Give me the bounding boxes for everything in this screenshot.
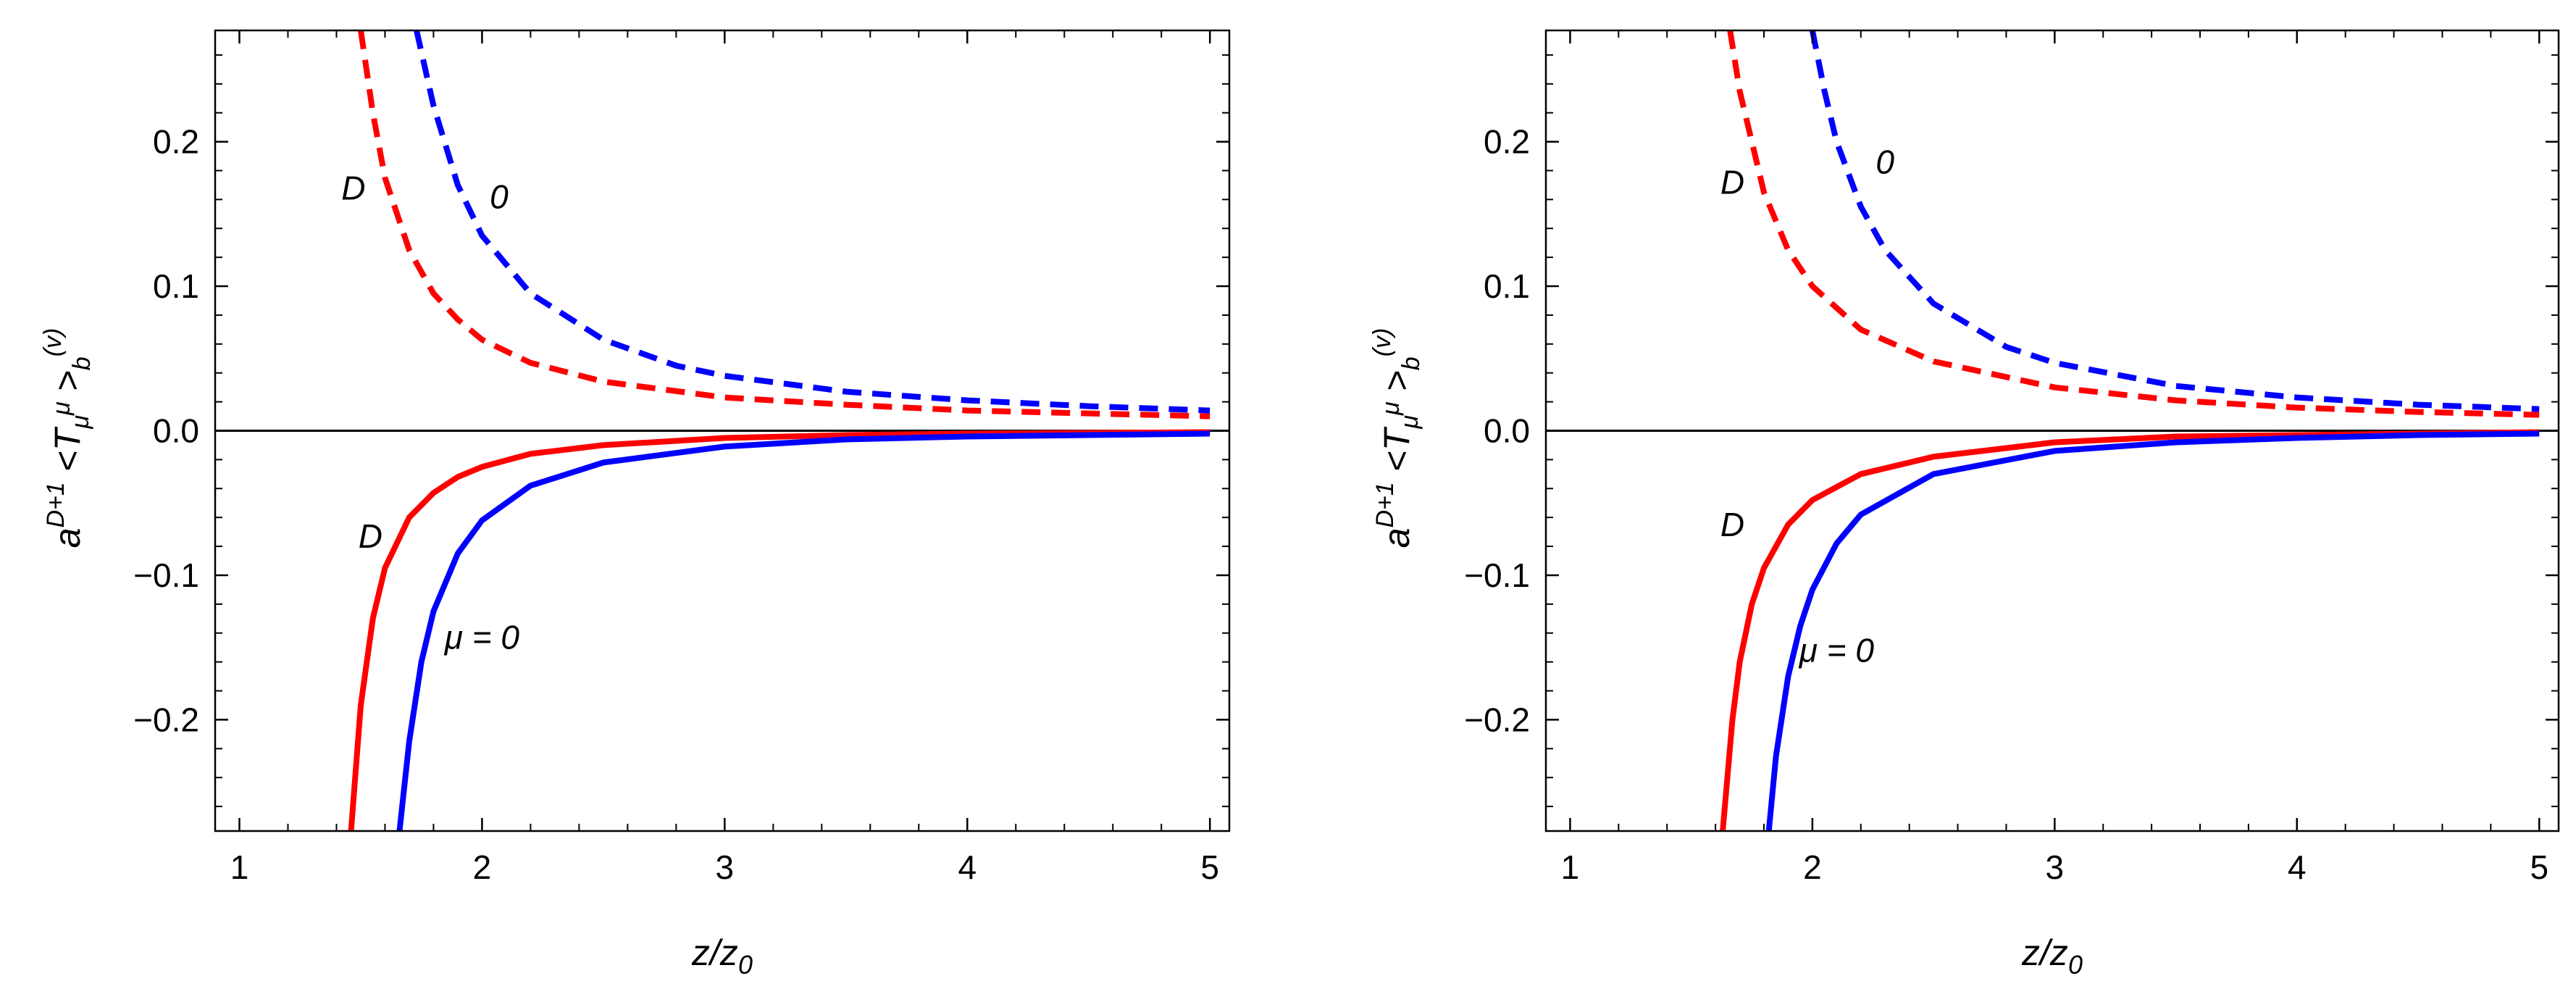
curve-annotation: μ = 0 <box>444 619 520 656</box>
x-tick-label: 4 <box>958 848 977 886</box>
y-tick-label: 0.1 <box>153 267 199 305</box>
x-axis-title: z/z0 <box>2021 932 2083 980</box>
blue-dashed-curve <box>1809 30 2540 412</box>
y-tick-label: 0.2 <box>153 123 199 161</box>
curve-annotation: D <box>359 517 382 555</box>
red-solid-curve <box>1720 429 2540 831</box>
y-tick-label: 0.0 <box>1484 412 1530 450</box>
blue-dashed-curve <box>414 30 1210 414</box>
x-tick-label: 5 <box>1200 848 1219 886</box>
x-tick-label: 3 <box>2046 848 2065 886</box>
y-axis-title: aD+1 <Tμμ >b(v) <box>1368 328 1425 548</box>
blue-solid-curve <box>396 430 1210 831</box>
x-tick-label: 1 <box>230 848 249 886</box>
curve-annotation: D <box>1720 163 1744 201</box>
y-tick-label: −0.2 <box>1464 701 1530 738</box>
y-tick-label: 0.1 <box>1484 267 1530 305</box>
y-tick-label: −0.1 <box>133 556 199 594</box>
curve-annotation: D <box>1720 506 1744 543</box>
y-tick-label: −0.1 <box>1464 556 1530 594</box>
y-tick-label: −0.2 <box>133 701 199 738</box>
red-solid-curve <box>348 429 1210 831</box>
red-dashed-curve <box>358 30 1210 419</box>
y-axis-title: aD+1 <Tμμ >b(v) <box>39 328 96 548</box>
x-tick-label: 3 <box>716 848 735 886</box>
x-axis-title: z/z0 <box>691 932 753 980</box>
curve-annotation: 0 <box>1875 143 1894 181</box>
red-dashed-curve <box>1727 30 2540 418</box>
blue-solid-curve <box>1765 430 2540 831</box>
x-tick-label: 2 <box>473 848 492 886</box>
x-tick-label: 2 <box>1803 848 1822 886</box>
y-tick-label: 0.0 <box>153 412 199 450</box>
curve-annotation: D <box>341 169 365 206</box>
x-tick-label: 5 <box>2530 848 2548 886</box>
y-tick-label: 0.2 <box>1484 123 1530 161</box>
curve-annotation: μ = 0 <box>1799 632 1875 669</box>
chart-panel-1: 1 2 3 4 5 −0.2 −0.1 0.0 0.1 0.2 D 0 Dμ = 0 z/z0 aD+1 <… <box>39 29 1231 980</box>
x-tick-label: 1 <box>1561 848 1580 886</box>
chart-panel-2: 1 2 3 4 5 −0.2 −0.1 0.0 0.1 0.2 D 0 Dμ = 0 z/z0 aD+1 <… <box>1368 29 2560 980</box>
x-tick-label: 4 <box>2288 848 2307 886</box>
curve-annotation: 0 <box>490 178 509 215</box>
